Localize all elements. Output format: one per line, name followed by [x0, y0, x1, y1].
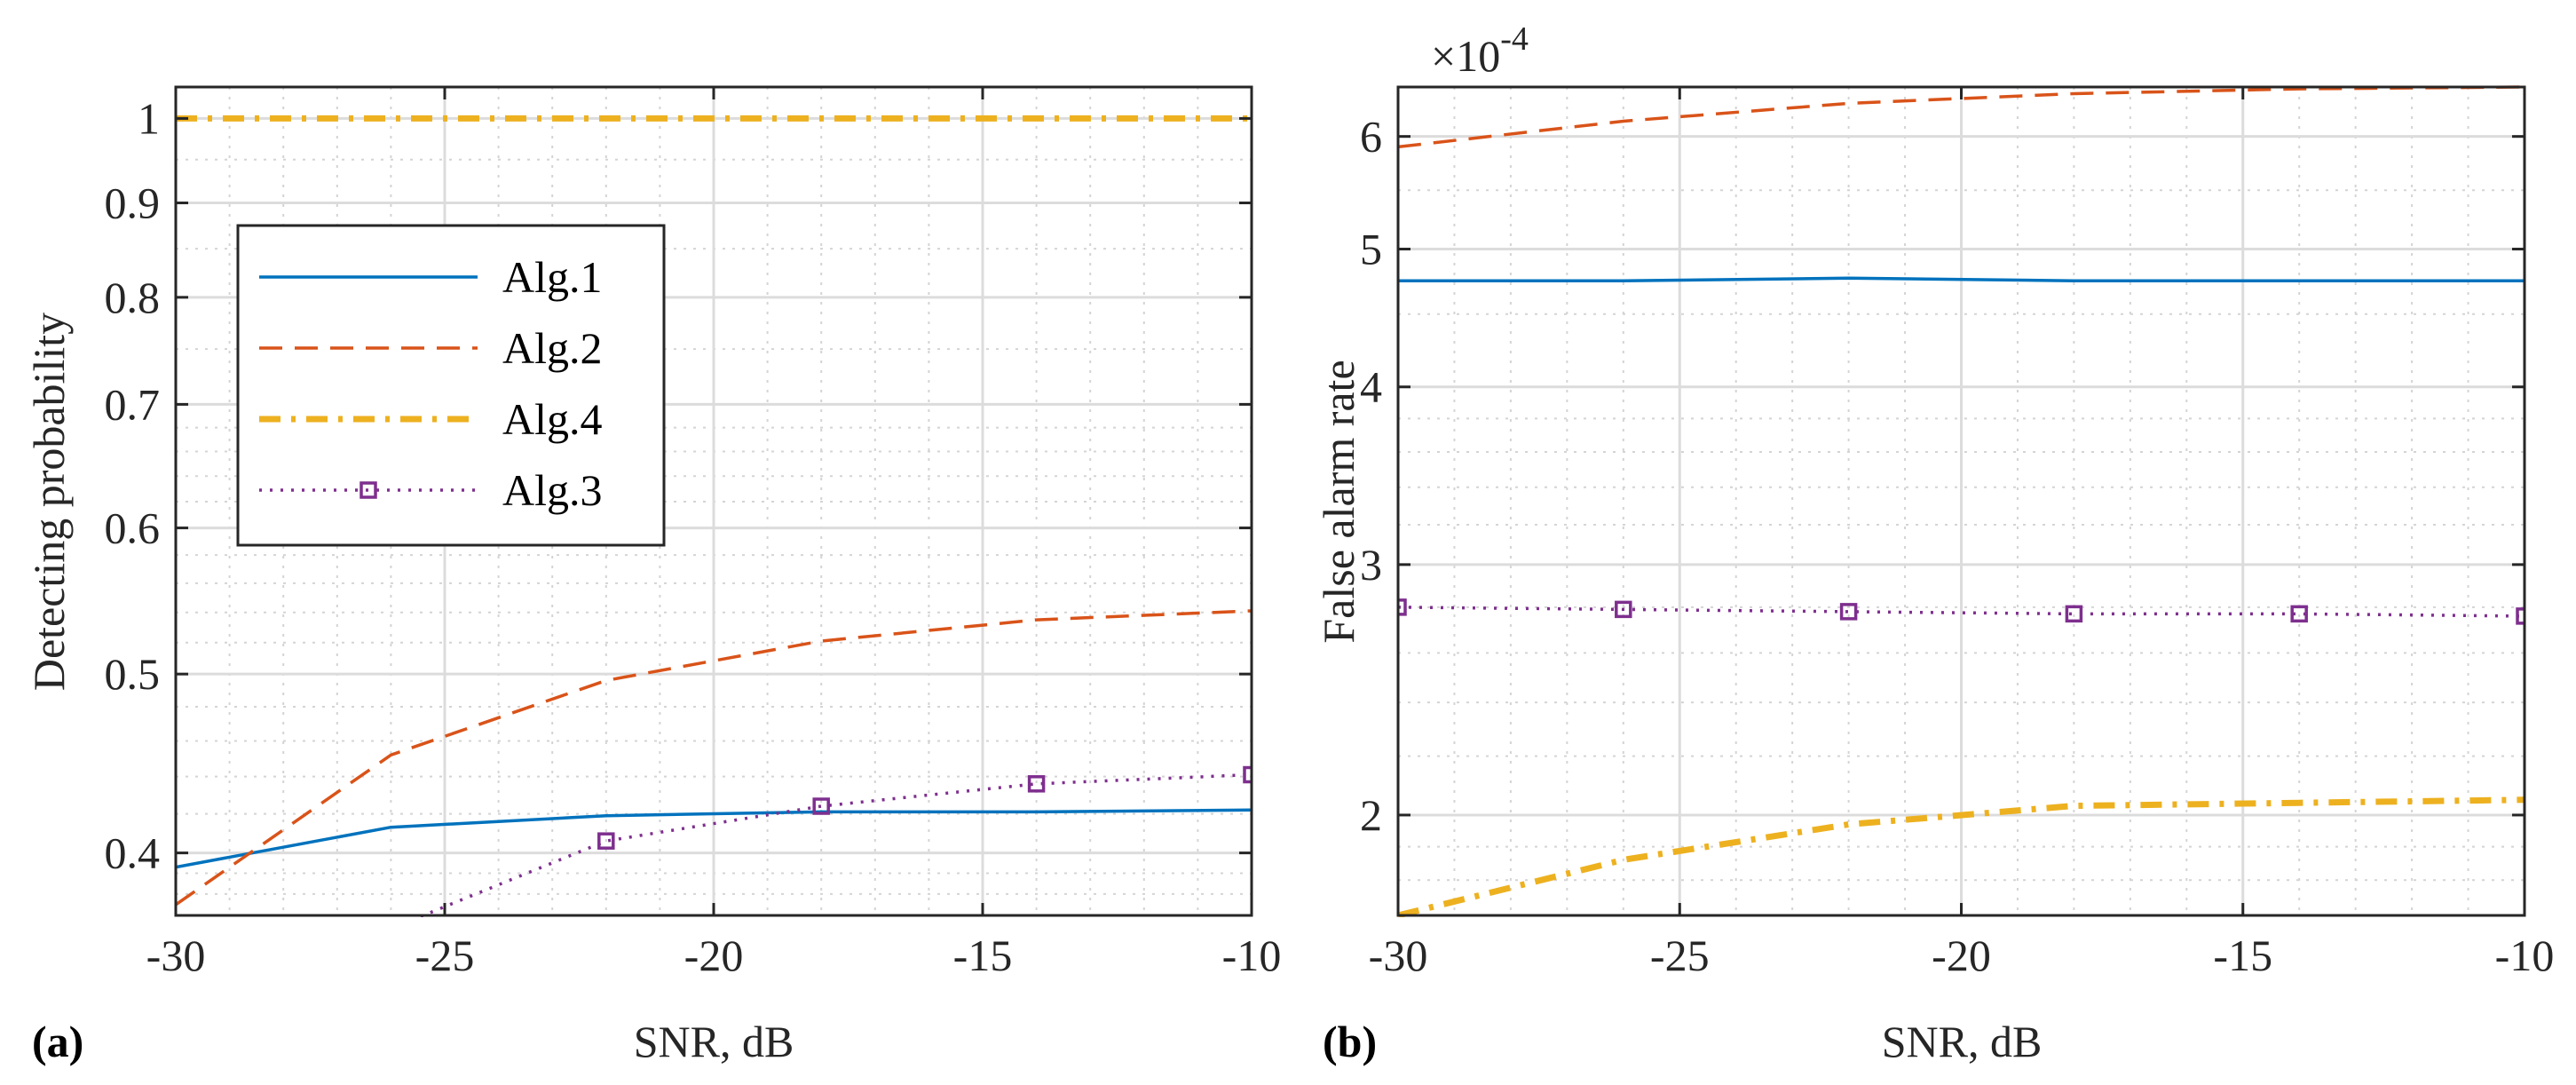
b-ytick-label: 3 [1360, 540, 1382, 590]
a-ytick-label: 0.7 [105, 379, 161, 429]
b-marker-alg-3 [2290, 605, 2308, 623]
b-xtick-label: -15 [2213, 931, 2272, 980]
a-ytick-label: 0.6 [105, 503, 161, 553]
b-series-line-alg-2 [1398, 85, 2525, 149]
a-ytick-label: 0.9 [105, 178, 161, 228]
panel-b-series [1398, 85, 2525, 917]
panel-a-ylabel: Detecting probability [24, 313, 74, 691]
b-marker-alg-3 [2065, 605, 2083, 623]
panel-a-xlabel: SNR, dB [634, 1017, 794, 1066]
b-xtick-label: -10 [2495, 931, 2555, 980]
a-ytick-label: 0.5 [105, 649, 161, 699]
a-xtick-label: -10 [1222, 931, 1282, 980]
a-xtick-label: -30 [146, 931, 206, 980]
panel-b-exponent: ×10-4 [1431, 20, 1529, 81]
b-series-line-alg-4 [1398, 796, 2525, 917]
a-marker-alg-3 [597, 832, 615, 850]
a-xtick-label: -15 [953, 931, 1013, 980]
panel-a: -30 -25 -20 -15 -10 0.4 0.5 0.6 0.7 0.8 0.9 1 Alg.1… [24, 85, 1282, 1066]
legend-label-alg-2: Alg.2 [502, 323, 603, 373]
panel-b-xlabel: SNR, dB [1882, 1017, 2043, 1066]
panel-b-ylabel: False alarm rate [1314, 360, 1363, 643]
panel-a-legend: Alg.1 Alg.2 Alg.4 Alg.3 [236, 224, 666, 547]
a-ytick-label: 0.8 [105, 273, 161, 322]
a-series-line-alg-1 [176, 808, 1252, 869]
a-xtick-label: -25 [415, 931, 475, 980]
b-xtick-label: -25 [1650, 931, 1710, 980]
panel-b-exponent-base: ×10 [1431, 31, 1500, 81]
a-marker-alg-3 [812, 797, 830, 815]
b-marker-alg-3 [1839, 603, 1858, 621]
b-series-line-alg-3 [1398, 606, 2525, 618]
a-marker-alg-3 [1027, 775, 1046, 793]
a-series-line-alg-2 [176, 609, 1252, 907]
panel-b-label: (b) [1323, 1017, 1377, 1066]
legend-label-alg-3: Alg.3 [502, 465, 603, 515]
panel-b: -30 -25 -20 -15 -10 2 3 4 5 6 ×10-4 SNR, dB False… [1314, 20, 2554, 1066]
panel-b-ticks: -30 -25 -20 -15 -10 2 3 4 5 6 [1360, 87, 2554, 980]
b-xtick-label: -20 [1932, 931, 1991, 980]
legend-label-alg-1: Alg.1 [502, 252, 603, 302]
panel-a-label: (a) [32, 1017, 83, 1066]
a-marker-alg-3 [1243, 765, 1252, 784]
panel-a-series [176, 115, 1252, 917]
panel-a-legend-box [236, 224, 666, 547]
b-series-line-alg-1 [1398, 276, 2525, 282]
a-xtick-label: -20 [684, 931, 744, 980]
b-marker-alg-3 [2516, 607, 2525, 625]
b-xtick-label: -30 [1369, 931, 1428, 980]
b-ytick-label: 2 [1360, 790, 1382, 840]
b-marker-alg-3 [1398, 598, 1407, 616]
b-ytick-label: 5 [1360, 225, 1382, 274]
legend-marker-alg-3 [360, 481, 377, 499]
panel-b-exponent-power: -4 [1500, 20, 1529, 58]
a-ytick-label: 0.4 [105, 828, 161, 878]
a-ytick-label: 1 [138, 93, 160, 143]
b-ytick-label: 4 [1360, 362, 1382, 412]
legend-label-alg-4: Alg.4 [502, 394, 603, 444]
panel-a-ticks: -30 -25 -20 -15 -10 0.4 0.5 0.6 0.7 0.8 0.9 1 [105, 87, 1282, 980]
b-marker-alg-3 [1615, 600, 1632, 619]
b-ytick-label: 6 [1360, 112, 1382, 162]
